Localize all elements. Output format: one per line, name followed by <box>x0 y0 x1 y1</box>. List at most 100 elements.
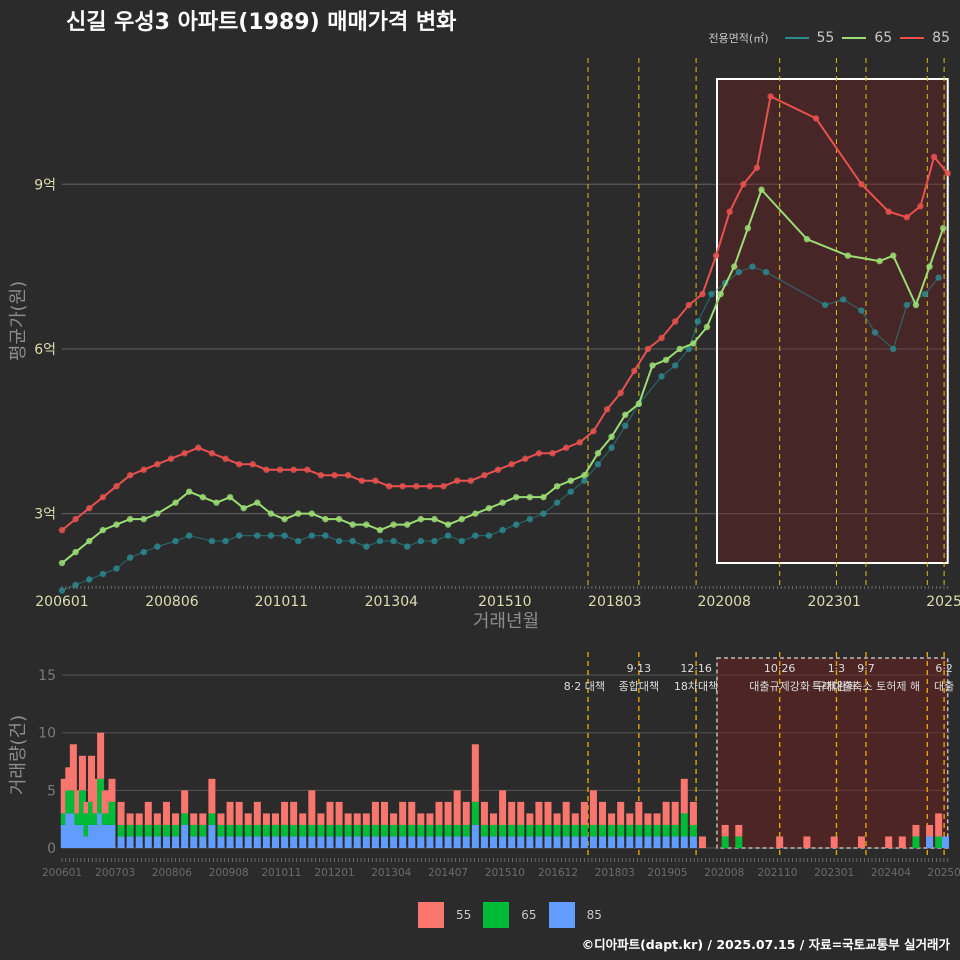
bar-segment-65 <box>60 813 68 825</box>
bar-segment-55 <box>617 801 625 825</box>
bar-segment-55 <box>153 813 161 825</box>
bar-segment-55 <box>499 790 507 825</box>
bar-segment-55 <box>335 801 343 825</box>
bar-segment-65 <box>526 824 534 837</box>
data-point-65 <box>349 521 356 528</box>
x-tick-label: 2025 <box>926 594 960 610</box>
data-point-85 <box>154 461 161 468</box>
bar-segment-85 <box>335 836 343 848</box>
bar-x-tick-label: 202008 <box>704 867 744 879</box>
data-point-65 <box>199 493 207 501</box>
bar-segment-55 <box>226 801 234 825</box>
bar-segment-55 <box>101 790 109 814</box>
data-point-65 <box>485 504 493 512</box>
bar-segment-65 <box>608 824 616 837</box>
bar-segment-65 <box>499 824 507 837</box>
bar-segment-85 <box>417 836 425 848</box>
data-point-65 <box>912 301 920 309</box>
bar-segment-65 <box>208 813 216 825</box>
bar-segment-85 <box>308 836 316 848</box>
bar-segment-85 <box>235 836 243 848</box>
bar-segment-85 <box>60 824 68 848</box>
bar-segment-55 <box>362 813 370 825</box>
y-tick-label: 6억 <box>34 342 56 358</box>
bar-legend-item-55: 55 <box>418 902 471 928</box>
bar-segment-55 <box>680 778 688 814</box>
data-point-85 <box>358 477 365 484</box>
data-point-55 <box>921 290 929 298</box>
bar-y-tick-label: 10 <box>38 726 56 742</box>
data-point-55 <box>762 268 770 276</box>
data-point-65 <box>72 548 79 556</box>
bar-segment-55 <box>589 790 597 825</box>
page-title: 신길 우성3 아파트(1989) 매매가격 변화 <box>66 10 457 35</box>
bar-segment-55 <box>526 813 534 825</box>
data-point-55 <box>404 543 411 550</box>
data-point-65 <box>213 499 220 506</box>
bar-segment-55 <box>562 801 570 825</box>
bar-segment-55 <box>408 801 416 825</box>
bar-segment-55 <box>689 801 697 825</box>
bar-segment-55 <box>69 744 77 791</box>
bar-segment-65 <box>299 824 307 837</box>
bar-segment-85 <box>88 824 96 848</box>
bar-legend-swatch-85 <box>548 902 575 928</box>
bar-segment-65 <box>435 824 443 837</box>
bar-segment-85 <box>462 836 470 848</box>
data-point-55 <box>935 274 942 281</box>
data-point-65 <box>444 521 452 528</box>
data-point-55 <box>526 515 534 523</box>
data-point-55 <box>294 537 302 545</box>
bar-segment-65 <box>199 824 207 837</box>
data-point-55 <box>581 477 588 484</box>
bar-segment-65 <box>599 824 607 837</box>
x-tick-label: 202301 <box>807 594 860 610</box>
data-point-65 <box>376 526 384 534</box>
event-annotation-date: 6·2 <box>935 662 953 675</box>
data-point-85 <box>603 406 611 413</box>
bar-segment-55 <box>535 801 543 825</box>
bar-segment-55 <box>217 813 225 825</box>
bar-segment-65 <box>126 824 134 837</box>
bar-segment-65 <box>912 836 920 848</box>
bar-segment-85 <box>208 824 216 848</box>
bar-x-tick-label: 201510 <box>485 867 525 879</box>
data-point-55 <box>390 537 397 545</box>
bar-segment-55 <box>698 836 706 848</box>
bar-segment-85 <box>617 836 625 848</box>
bar-segment-65 <box>562 824 570 837</box>
data-point-85 <box>113 482 120 490</box>
bar-y-tick-label: 15 <box>38 668 56 684</box>
data-point-55 <box>126 554 134 561</box>
bar-segment-55 <box>653 813 661 825</box>
bar-x-tick-label: 201011 <box>261 867 301 879</box>
bar-segment-85 <box>562 836 570 848</box>
bar-segment-55 <box>371 801 379 825</box>
data-point-65 <box>553 482 561 490</box>
data-point-65 <box>472 510 479 517</box>
bar-segment-55 <box>308 790 316 825</box>
data-point-85 <box>235 461 243 468</box>
data-point-85 <box>126 472 134 479</box>
data-point-85 <box>453 477 461 484</box>
bar-segment-85 <box>199 836 207 848</box>
bar-segment-65 <box>335 824 343 837</box>
bar-segment-85 <box>101 824 109 848</box>
y-axis-title: 평균가(원) <box>8 281 29 361</box>
bar-segment-55 <box>353 813 361 825</box>
bar-segment-65 <box>490 824 498 837</box>
data-point-55 <box>208 537 216 545</box>
bar-segment-55 <box>108 778 116 802</box>
bar-segment-65 <box>462 824 470 837</box>
data-point-85 <box>562 444 570 451</box>
bar-legend-item-85: 85 <box>548 902 602 928</box>
bar-segment-65 <box>117 824 125 837</box>
data-point-65 <box>58 559 66 567</box>
data-point-65 <box>622 411 629 419</box>
bar-segment-85 <box>217 836 225 848</box>
data-point-55 <box>658 373 665 380</box>
bar-segment-55 <box>912 824 920 837</box>
data-point-65 <box>803 235 811 243</box>
bar-segment-55 <box>88 755 96 802</box>
bar-segment-85 <box>326 836 334 848</box>
